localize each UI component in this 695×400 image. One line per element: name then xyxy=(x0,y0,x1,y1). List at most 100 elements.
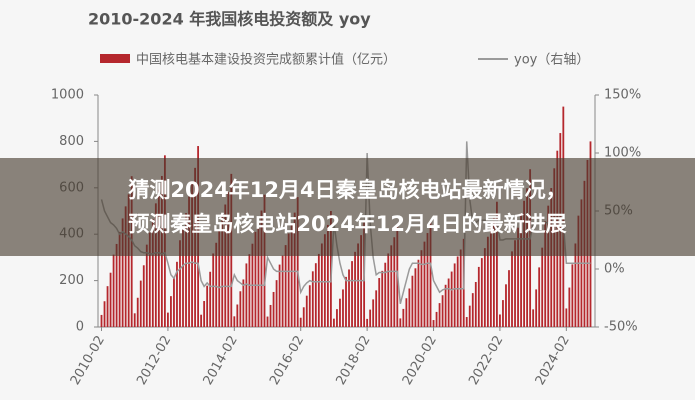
bar xyxy=(505,284,507,327)
bar xyxy=(441,295,444,327)
bar xyxy=(447,278,450,327)
bar xyxy=(109,272,112,327)
title-banner: 猜测2024年12月4日秦皇岛核电站最新情况， 预测秦皇岛核电站2024年12月… xyxy=(0,158,695,256)
legend-label: yoy（右轴） xyxy=(514,53,589,68)
bar xyxy=(154,203,157,327)
bar xyxy=(263,194,266,327)
bar xyxy=(248,254,251,327)
bar xyxy=(351,261,353,327)
bar xyxy=(260,210,263,327)
bar xyxy=(179,240,181,327)
y2-tick-label: 100% xyxy=(604,146,641,161)
bar xyxy=(100,314,103,327)
bar xyxy=(471,293,474,327)
bar xyxy=(541,247,544,327)
bar xyxy=(218,230,221,327)
bar xyxy=(571,264,574,327)
bar xyxy=(257,221,260,327)
y2-tick-label: 150% xyxy=(604,88,641,103)
bar xyxy=(182,227,184,327)
bar xyxy=(369,309,372,327)
bar xyxy=(426,233,429,327)
bar xyxy=(381,270,384,327)
bar xyxy=(499,314,501,327)
bar xyxy=(423,241,426,327)
bar xyxy=(520,213,522,327)
bar xyxy=(438,303,441,327)
bar xyxy=(456,256,459,327)
bar xyxy=(254,231,257,327)
bar xyxy=(157,189,160,327)
bar xyxy=(188,196,190,327)
bar xyxy=(489,226,492,327)
bar xyxy=(281,255,284,327)
bar xyxy=(333,318,335,327)
bar xyxy=(342,289,344,327)
bar xyxy=(236,304,239,327)
bar xyxy=(296,197,299,327)
bar xyxy=(176,261,178,327)
bar xyxy=(212,253,215,327)
bar xyxy=(405,298,408,327)
bar xyxy=(275,280,278,327)
bar xyxy=(420,250,423,327)
bar xyxy=(290,223,293,327)
bar xyxy=(345,276,347,327)
bar xyxy=(124,206,127,327)
bar xyxy=(390,245,393,327)
bar xyxy=(550,188,553,327)
y-tick-label: 200 xyxy=(59,273,84,288)
bar xyxy=(336,309,338,327)
bar xyxy=(293,212,296,327)
bar xyxy=(384,262,387,327)
bar xyxy=(203,301,206,327)
bar xyxy=(450,271,453,327)
bar xyxy=(242,279,245,327)
bar xyxy=(287,233,290,327)
bar xyxy=(483,248,486,327)
bar xyxy=(538,267,541,327)
x-tick-label: 2010-02 xyxy=(68,333,108,388)
bar xyxy=(468,305,471,327)
bar xyxy=(535,289,538,327)
bar xyxy=(517,227,519,327)
bar xyxy=(502,300,504,327)
legend-swatch xyxy=(100,54,130,63)
bar xyxy=(299,317,302,327)
bar xyxy=(348,269,350,327)
bar xyxy=(577,215,580,327)
bar xyxy=(112,254,115,327)
bar xyxy=(366,318,369,327)
bar xyxy=(272,291,275,327)
bar xyxy=(574,243,577,327)
bar xyxy=(227,192,230,327)
bar xyxy=(170,296,172,327)
bar xyxy=(477,266,480,327)
bar xyxy=(115,243,118,327)
bar xyxy=(305,295,308,327)
bar xyxy=(206,285,209,327)
bar xyxy=(311,271,314,327)
bar xyxy=(432,320,435,327)
bar xyxy=(136,297,139,327)
bar xyxy=(302,307,305,327)
bar xyxy=(357,243,359,327)
bar xyxy=(339,298,341,327)
y-tick-label: 1000 xyxy=(51,88,84,103)
bar xyxy=(142,265,145,327)
bar xyxy=(354,251,356,327)
bar xyxy=(308,285,311,327)
bar xyxy=(314,263,317,327)
bar xyxy=(317,253,320,327)
x-tick-label: 2016-02 xyxy=(267,333,307,388)
bar xyxy=(532,309,535,327)
bar xyxy=(378,278,381,327)
bar xyxy=(387,253,390,327)
x-tick-label: 2018-02 xyxy=(333,333,373,388)
banner-line: 预测秦皇岛核电站2024年12月4日的最新进展 xyxy=(128,212,567,236)
bar xyxy=(145,244,148,327)
bar xyxy=(106,286,109,327)
chart-title: 2010-2024 年我国核电投资额及 yoy xyxy=(88,10,371,29)
bar xyxy=(133,313,136,327)
